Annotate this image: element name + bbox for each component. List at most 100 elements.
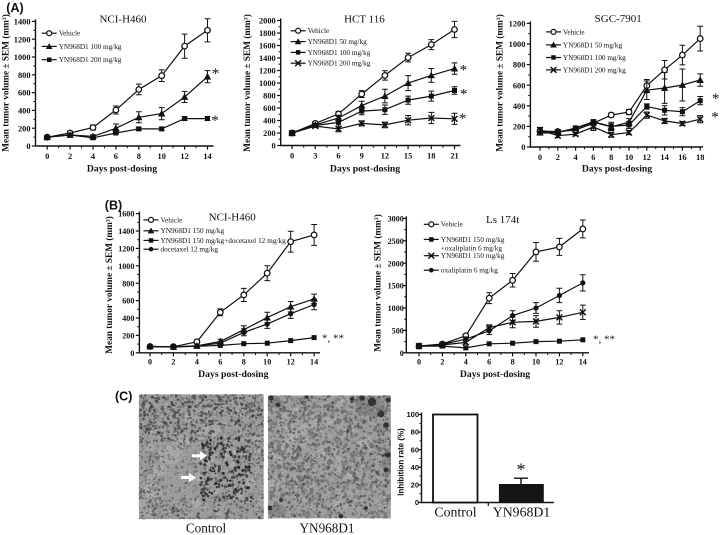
- svg-text:*: *: [460, 87, 468, 103]
- svg-text:(B): (B): [105, 198, 122, 212]
- svg-text:Vehicle: Vehicle: [441, 220, 463, 229]
- svg-text:YN968D1 50 mg/kg: YN968D1 50 mg/kg: [308, 38, 368, 46]
- svg-text:+oxaliplatin 6 mg/kg: +oxaliplatin 6 mg/kg: [441, 244, 503, 253]
- svg-text:1400: 1400: [259, 54, 276, 63]
- svg-text:YN968D1 100 mg/kg: YN968D1 100 mg/kg: [308, 49, 371, 57]
- svg-text:YN968D1 150 mg/kg+docetaxel 12: YN968D1 150 mg/kg+docetaxel 12 mg/kg: [161, 236, 287, 245]
- svg-text:8: 8: [609, 153, 613, 162]
- svg-text:1200: 1200: [14, 35, 31, 44]
- svg-text:1000: 1000: [509, 40, 526, 49]
- svg-text:6: 6: [487, 358, 491, 367]
- svg-text:80: 80: [411, 428, 419, 437]
- svg-text:YN968D1: YN968D1: [300, 521, 355, 535]
- svg-text:2500: 2500: [388, 237, 404, 246]
- svg-text:4: 4: [195, 358, 199, 367]
- svg-text:1000: 1000: [118, 262, 134, 271]
- svg-text:*: *: [712, 91, 720, 107]
- svg-text:12: 12: [555, 358, 563, 367]
- svg-text:14: 14: [579, 358, 587, 367]
- svg-text:21: 21: [450, 152, 458, 161]
- svg-text:1800: 1800: [259, 29, 276, 38]
- svg-text:2: 2: [556, 153, 560, 162]
- svg-text:200: 200: [513, 123, 526, 132]
- svg-text:15: 15: [404, 152, 412, 161]
- svg-text:Days post-dosing: Days post-dosing: [330, 164, 400, 175]
- svg-text:1000: 1000: [14, 53, 31, 62]
- svg-text:*: *: [459, 111, 467, 127]
- svg-text:Days post-dosing: Days post-dosing: [582, 164, 652, 175]
- svg-text:1500: 1500: [388, 282, 404, 291]
- svg-text:12: 12: [180, 152, 188, 161]
- svg-text:1400: 1400: [14, 18, 31, 27]
- svg-text:*: *: [517, 459, 526, 479]
- svg-text:1000: 1000: [388, 304, 404, 313]
- svg-text:800: 800: [18, 71, 31, 80]
- svg-text:NCI-H460: NCI-H460: [209, 212, 257, 224]
- svg-text:Control: Control: [186, 521, 227, 535]
- svg-text:1200: 1200: [118, 245, 134, 254]
- svg-text:Control: Control: [434, 505, 476, 520]
- svg-text:600: 600: [263, 104, 276, 113]
- svg-text:40: 40: [411, 463, 419, 472]
- svg-text:6: 6: [114, 152, 118, 161]
- svg-text:YN968D1 200 mg/kg: YN968D1 200 mg/kg: [563, 66, 626, 74]
- svg-text:8: 8: [137, 152, 141, 161]
- svg-text:YN968D1 200 mg/kg: YN968D1 200 mg/kg: [308, 60, 371, 68]
- svg-text:2000: 2000: [259, 17, 276, 26]
- svg-text:Mean tumor volume ± SEM (mm³): Mean tumor volume ± SEM (mm³): [242, 14, 253, 152]
- svg-text:HCT 116: HCT 116: [344, 13, 385, 25]
- svg-text:6: 6: [218, 358, 222, 367]
- svg-text:800: 800: [122, 279, 134, 288]
- svg-text:400: 400: [122, 314, 134, 323]
- svg-text:(A): (A): [6, 1, 23, 15]
- svg-text:1600: 1600: [259, 42, 276, 51]
- svg-text:2: 2: [440, 358, 444, 367]
- svg-text:0: 0: [538, 153, 542, 162]
- svg-text:0: 0: [290, 152, 294, 161]
- svg-text:600: 600: [122, 297, 134, 306]
- svg-text:0: 0: [130, 349, 134, 358]
- svg-text:0: 0: [415, 498, 419, 507]
- svg-text:Inhibition rate (%): Inhibition rate (%): [397, 428, 406, 496]
- svg-text:3000: 3000: [388, 215, 404, 224]
- svg-text:200: 200: [18, 124, 31, 133]
- svg-text:Mean tumor volume ± SEM (mm³): Mean tumor volume ± SEM (mm³): [1, 14, 12, 152]
- svg-text:20: 20: [411, 481, 419, 490]
- svg-text:Vehicle: Vehicle: [59, 30, 81, 38]
- svg-text:18: 18: [696, 153, 704, 162]
- svg-text:10: 10: [625, 153, 633, 162]
- svg-text:10: 10: [158, 152, 166, 161]
- svg-text:*: *: [711, 109, 719, 125]
- svg-text:*: *: [460, 63, 468, 79]
- svg-text:9: 9: [360, 152, 364, 161]
- svg-text:NCI-H460: NCI-H460: [99, 14, 147, 26]
- svg-text:400: 400: [513, 102, 526, 111]
- svg-text:100: 100: [406, 410, 419, 419]
- svg-text:4: 4: [464, 358, 468, 367]
- svg-text:12: 12: [381, 152, 389, 161]
- svg-text:400: 400: [263, 117, 276, 126]
- svg-text:14: 14: [310, 358, 318, 367]
- svg-text:0: 0: [26, 142, 30, 151]
- svg-text:Vehicle: Vehicle: [161, 215, 183, 224]
- svg-text:400: 400: [18, 107, 31, 116]
- svg-text:YN968D1 100 mg/kg: YN968D1 100 mg/kg: [59, 43, 122, 51]
- svg-text:10: 10: [532, 358, 540, 367]
- svg-text:SGC-7901: SGC-7901: [595, 13, 642, 25]
- svg-text:4: 4: [91, 152, 96, 161]
- svg-text:Days post-dosing: Days post-dosing: [460, 369, 530, 380]
- svg-text:200: 200: [263, 129, 276, 138]
- svg-text:600: 600: [513, 81, 526, 90]
- svg-text:*: *: [211, 113, 219, 129]
- svg-text:YN968D1 200 mg/kg: YN968D1 200 mg/kg: [59, 56, 122, 64]
- svg-text:18: 18: [427, 152, 435, 161]
- svg-text:YN968D1 150 mg/kg: YN968D1 150 mg/kg: [441, 235, 505, 244]
- svg-text:1200: 1200: [259, 67, 276, 76]
- svg-text:1400: 1400: [118, 227, 134, 236]
- svg-text:800: 800: [263, 92, 276, 101]
- svg-text:4: 4: [574, 153, 579, 162]
- svg-text:Mean tumor volume ± SEM (mm³): Mean tumor volume ± SEM (mm³): [104, 216, 115, 354]
- svg-text:16: 16: [678, 153, 686, 162]
- svg-text:0: 0: [521, 143, 525, 152]
- svg-text:1200: 1200: [509, 20, 526, 29]
